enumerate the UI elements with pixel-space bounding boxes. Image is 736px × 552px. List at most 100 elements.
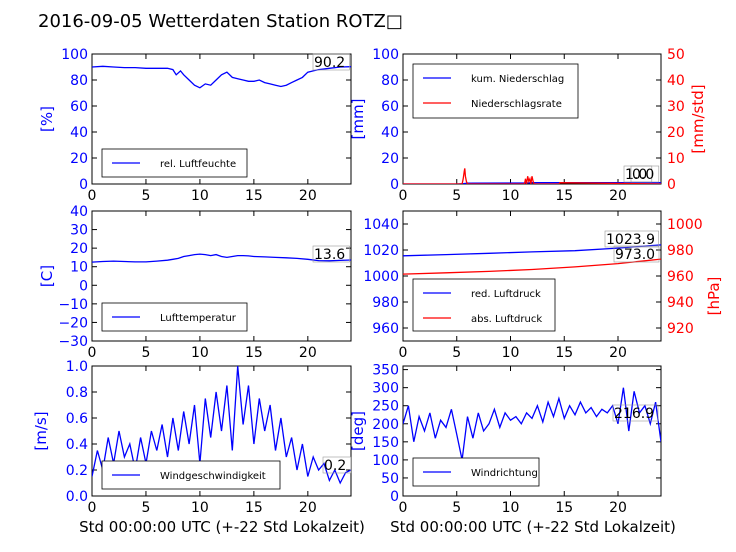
x-tick-label: 5 [452,188,461,204]
y-axis-label: [C] [38,265,56,287]
x-tick-label: 10 [502,500,520,516]
y2-tick-label: 0 [667,177,676,193]
legend-label: Windrichtung [471,468,538,479]
value-annotation: 1.0 [625,167,647,183]
x-tick-label: 10 [502,188,520,204]
y-tick-label: −20 [58,315,88,331]
figure-title: 2016-09-05 Wetterdaten Station ROTZ□ [38,11,403,32]
x-tick-label: 20 [609,345,627,361]
y2-tick-label: 10 [667,151,685,167]
y2-tick-label: 940 [667,295,694,311]
y-tick-label: 350 [372,363,399,379]
x-tick-label: 0 [399,500,408,516]
x-tick-label: 0 [399,345,408,361]
chart-temperature: 0 5 10 15 20 −30 −20 −10 0 10 20 30 40 [C] Lufttempera… [38,204,352,361]
legend-label: kum. Niederschlag [471,74,564,85]
series-line-2 [403,168,661,184]
y-tick-label: 100 [372,47,399,63]
y-tick-label: 0 [390,489,399,505]
series-line-1 [92,253,351,263]
y-tick-label: 0.0 [66,489,88,505]
y-tick-label: 1000 [363,269,399,285]
y-tick-label: 960 [372,321,399,337]
legend-label: abs. Luftdruck [471,314,542,325]
y-tick-label: 40 [70,204,88,220]
y2-tick-label: 980 [667,243,694,259]
legend-box [101,148,248,178]
legend-label: Niederschlagsrate [471,99,562,110]
value-annotation-box [613,245,660,263]
y-tick-label: 60 [381,99,399,115]
x-tick-label: 15 [245,188,263,204]
y-tick-label: 1020 [363,243,399,259]
y-tick-label: 300 [372,381,399,397]
x-tick-label: 0 [88,500,97,516]
x-axis-label-right: Std 00:00:00 UTC (+-22 Std Lokalzeit) [390,518,676,536]
x-tick-label: 0 [399,188,408,204]
x-tick-label: 20 [299,500,317,516]
y2-tick-label: 1000 [667,217,703,233]
y-tick-label: −10 [58,297,88,313]
legend-box [412,278,556,332]
x-tick-label: 15 [555,345,573,361]
value-annotation: 1023.9 [606,232,655,248]
series-line-2 [403,258,661,275]
x-tick-label: 20 [609,500,627,516]
x-tick-label: 15 [245,500,263,516]
x-tick-label: 15 [555,188,573,204]
y-tick-label: 20 [381,151,399,167]
value-annotation: 0.2 [324,458,346,474]
y-tick-label: 1.0 [66,359,88,375]
y2-tick-label: 30 [667,99,685,115]
x-tick-label: 20 [299,188,317,204]
y2-axis-label: [hPa] [705,277,723,316]
x-tick-label: 0 [88,188,97,204]
legend-label: Lufttemperatur [160,313,237,324]
value-annotation: 973.0 [615,247,655,263]
y2-tick-label: 20 [667,125,685,141]
y2-tick-label: 50 [667,47,685,63]
value-annotation: 0.0 [632,167,654,183]
y-tick-label: 80 [381,73,399,89]
series-line-1 [92,65,351,89]
y-tick-label: 40 [381,125,399,141]
chart-pressure: 0 5 10 15 20 960 980 1000 1020 1040 920 940 960 980 10… [363,210,723,361]
y-tick-label: 1040 [363,217,399,233]
x-tick-label: 20 [609,188,627,204]
x-tick-label: 5 [452,500,461,516]
legend-box [412,457,540,487]
x-tick-label: 10 [191,500,209,516]
x-tick-label: 15 [555,500,573,516]
value-annotation-box [604,230,659,248]
y-tick-label: 0.2 [66,463,88,479]
legend-box [412,63,579,119]
y-tick-label: 0 [79,278,88,294]
y-tick-label: 0 [390,177,399,193]
series-line-1 [403,244,661,257]
legend-label: red. Luftdruck [471,289,541,300]
y-tick-label: 100 [61,47,88,63]
value-annotation-box [630,165,660,183]
y-axis-label: [m/s] [32,411,50,450]
x-tick-label: 5 [141,500,150,516]
x-tick-label: 5 [141,345,150,361]
y-tick-label: 980 [372,295,399,311]
y2-tick-label: 920 [667,321,694,337]
x-tick-label: 15 [245,345,263,361]
legend-label: rel. Luftfeuchte [160,159,236,170]
value-annotation-box [322,456,352,474]
y-tick-label: 10 [70,260,88,276]
x-axis-label-left: Std 00:00:00 UTC (+-22 Std Lokalzeit) [79,518,365,536]
y-tick-label: 30 [70,223,88,239]
y-tick-label: 0.8 [66,385,88,401]
y-tick-label: 250 [372,399,399,415]
x-tick-label: 10 [191,188,209,204]
value-annotation: 216.9 [614,406,654,422]
y-tick-label: 40 [70,125,88,141]
y-axis-label: [%] [38,106,56,132]
x-tick-label: 10 [191,345,209,361]
x-tick-label: 5 [141,188,150,204]
chart-precipitation: 0 5 10 15 20 0 20 40 60 80 100 0 10 20 30 40 50 [mm] [mm/s… [349,47,707,204]
value-annotation-box [612,404,659,422]
value-annotation-box [312,53,350,71]
